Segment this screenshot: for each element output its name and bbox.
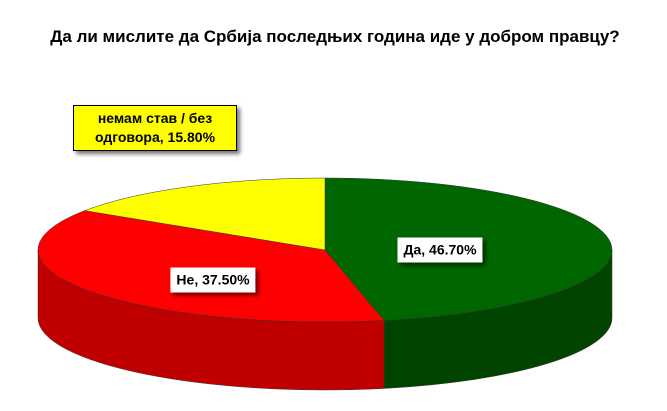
label-value: 46.70% [429,241,477,258]
pie-slice [83,177,326,251]
label-value: 15.80% [167,129,216,145]
data-label: Не37.50% [170,267,256,293]
label-category: Да [403,242,429,258]
label-category: Не [176,272,202,288]
pie-slice [37,210,385,323]
label-value: 37.50% [202,271,250,288]
data-label: Да46.70% [397,237,483,263]
data-label: немам став / без одговора15.80% [73,105,237,151]
chart-title: Да ли мислите да Србија последњих година… [50,27,620,46]
